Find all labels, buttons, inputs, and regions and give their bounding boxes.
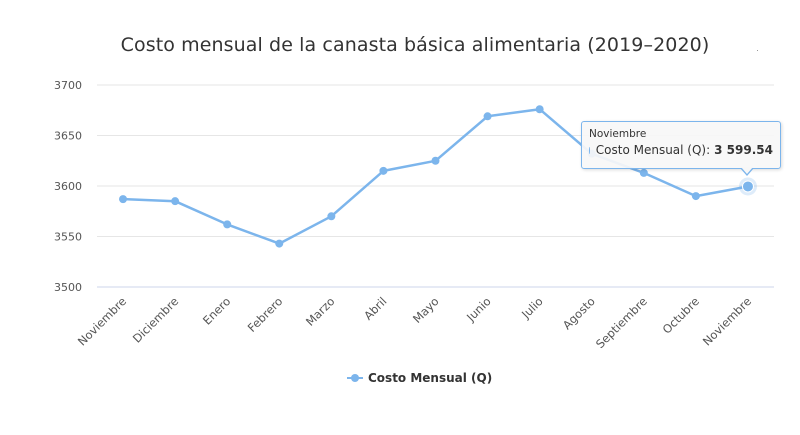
x-tick-label: Octubre xyxy=(660,294,702,336)
data-point[interactable] xyxy=(223,220,232,229)
data-point[interactable] xyxy=(535,105,544,114)
y-tick-label: 3550 xyxy=(54,231,82,244)
data-point[interactable] xyxy=(119,195,128,204)
tooltip-row: Costo Mensual (Q): 3 599.54 xyxy=(589,143,773,157)
legend-item-costo-mensual[interactable]: Costo Mensual (Q) xyxy=(347,371,492,385)
data-point[interactable] xyxy=(171,197,180,206)
x-tick-label: Noviembre xyxy=(700,294,754,348)
y-tick-label: 3650 xyxy=(54,130,82,143)
data-point[interactable] xyxy=(483,112,492,121)
tooltip: Noviembre Costo Mensual (Q): 3 599.54 xyxy=(581,121,781,169)
tooltip-series-dot-icon xyxy=(589,146,590,154)
tooltip-arrow-inner xyxy=(741,167,753,174)
x-tick-label: Agosto xyxy=(560,294,598,332)
x-axis-ticks: Noviembre Diciembre Enero Febrero Marzo Abril… xyxy=(75,294,754,351)
x-tick-label: Diciembre xyxy=(130,294,181,345)
x-tick-label: Mayo xyxy=(410,294,442,326)
x-tick-label: Julio xyxy=(518,294,546,322)
x-tick-label: Febrero xyxy=(245,294,286,335)
data-point[interactable] xyxy=(379,166,388,175)
data-point[interactable] xyxy=(691,192,700,201)
x-tick-label: Junio xyxy=(463,294,494,325)
x-tick-label: Abril xyxy=(361,294,389,322)
data-point[interactable] xyxy=(741,180,754,193)
legend-line-marker-icon xyxy=(347,372,363,384)
x-tick-label: Marzo xyxy=(303,294,337,328)
x-tick-label: Noviembre xyxy=(75,294,129,348)
y-tick-label: 3600 xyxy=(54,180,82,193)
y-tick-label: 3500 xyxy=(54,281,82,294)
legend-label: Costo Mensual (Q) xyxy=(368,371,493,385)
tooltip-header: Noviembre xyxy=(589,128,647,140)
decorative-dot xyxy=(757,50,758,51)
x-tick-label: Enero xyxy=(200,294,233,327)
tooltip-value: 3 599.54 xyxy=(714,143,773,157)
chart-title: Costo mensual de la canasta básica alime… xyxy=(120,34,710,56)
y-axis-ticks: 3500 3550 3600 3650 3700 xyxy=(54,79,82,294)
x-tick-label: Septiembre xyxy=(593,294,650,351)
data-point[interactable] xyxy=(327,212,336,221)
tooltip-series-label: Costo Mensual (Q): xyxy=(595,143,711,157)
y-tick-label: 3700 xyxy=(54,79,82,92)
data-point[interactable] xyxy=(431,156,440,165)
data-point[interactable] xyxy=(639,168,648,177)
data-point[interactable] xyxy=(275,239,284,248)
